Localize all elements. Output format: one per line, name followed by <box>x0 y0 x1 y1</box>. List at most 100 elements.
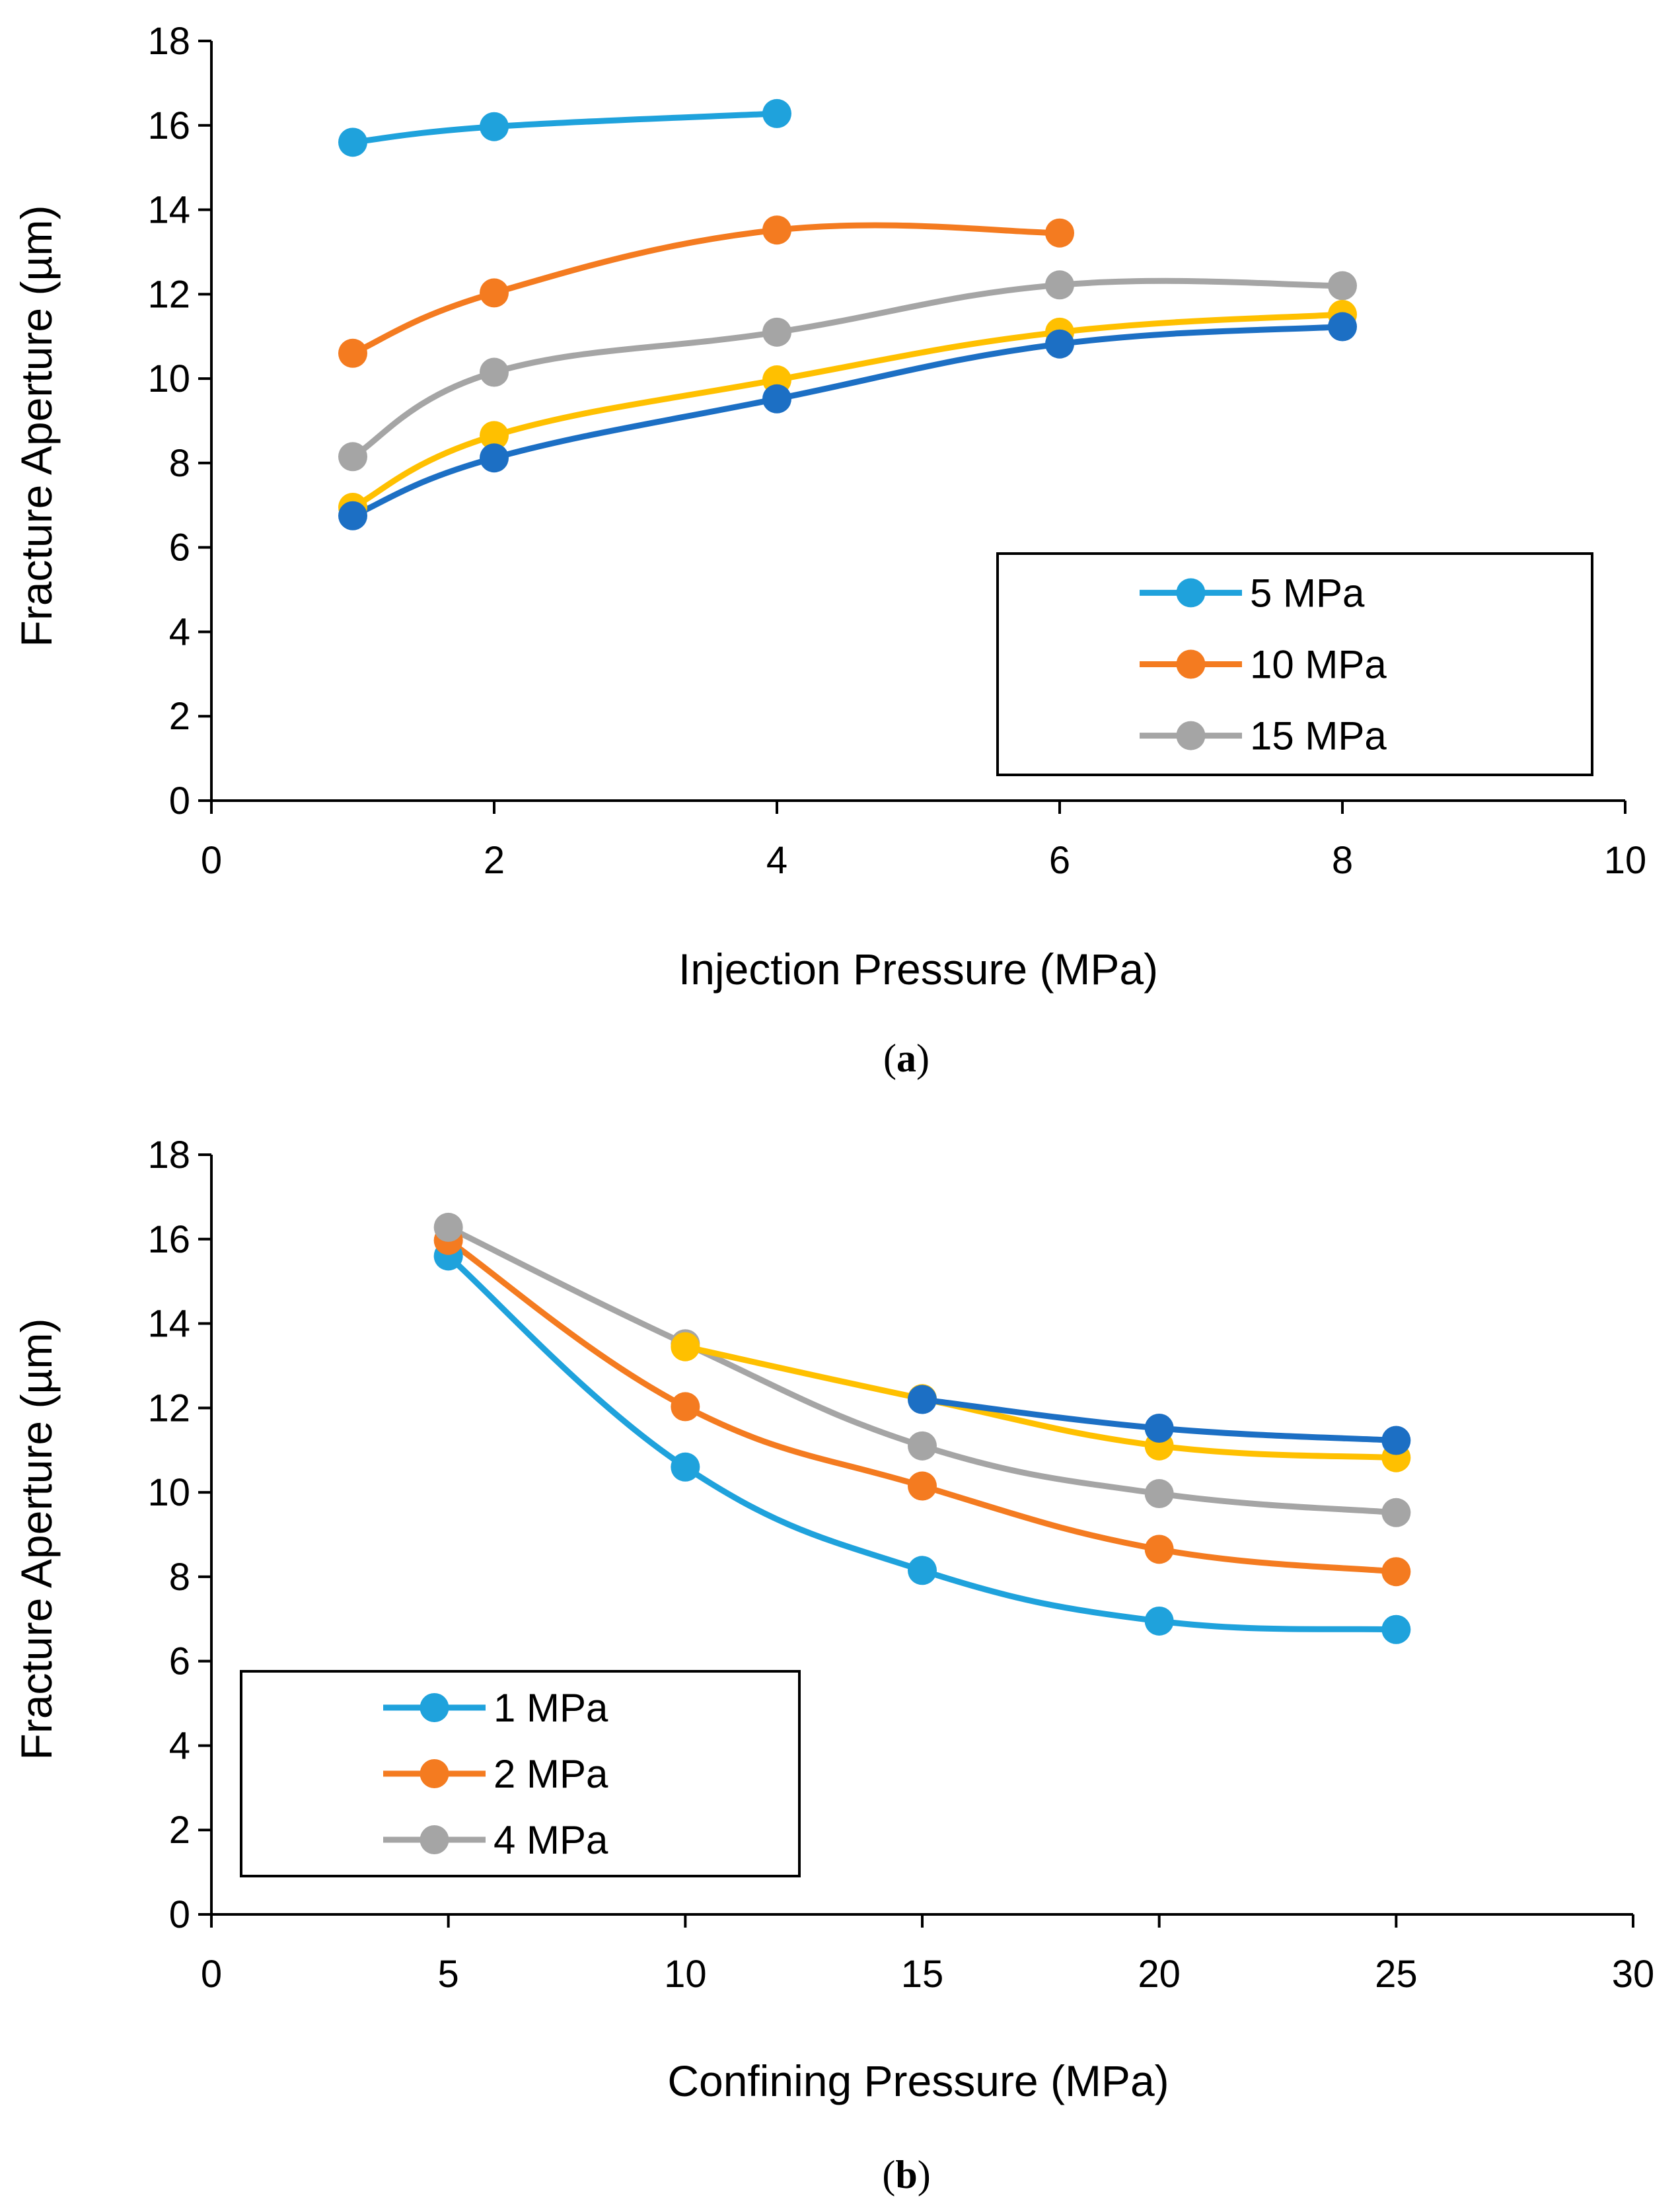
series-line-0 <box>349 110 780 145</box>
chart-panel-b: 0 2 4 6 8 10 12 14 16 18 0 5 10 15 20 25 30 Confining Pr… <box>12 1134 1654 2196</box>
legend-marker <box>1176 649 1206 679</box>
legend-label: 15 MPa <box>1250 714 1387 758</box>
y-tick-label: 0 <box>169 779 190 822</box>
data-point <box>762 215 791 245</box>
data-point <box>1381 1557 1411 1587</box>
legend-box <box>240 1670 801 1877</box>
x-tick-label: 0 <box>201 1953 222 1996</box>
data-point <box>671 1392 700 1422</box>
data-point <box>671 1332 700 1361</box>
data-point <box>338 442 367 472</box>
series-line-1 <box>349 222 1063 357</box>
data-point <box>671 1452 700 1482</box>
y-tick-label: 10 <box>147 1471 190 1514</box>
y-tick-label: 6 <box>169 526 190 569</box>
x-tick-label: 20 <box>1138 1953 1181 1996</box>
legend-label: 1 MPa <box>493 1686 608 1730</box>
panel-caption-letter-b: b <box>895 2153 917 2196</box>
plot-area-a <box>210 41 1625 802</box>
panel-caption-letter-a: a <box>896 1036 916 1080</box>
y-tick-label: 12 <box>147 1387 190 1430</box>
data-point <box>1381 1426 1411 1455</box>
data-point <box>908 1431 937 1461</box>
data-point <box>433 1212 463 1242</box>
legend-marker <box>420 1759 449 1788</box>
series-layer-a <box>338 98 1357 530</box>
data-point <box>762 384 791 414</box>
axis-ticks-a: 0 2 4 6 8 10 12 14 16 18 0 2 4 6 8 10 <box>147 20 1646 882</box>
data-point <box>338 338 367 368</box>
x-tick-label: 25 <box>1375 1953 1418 1996</box>
x-tick-label: 2 <box>484 839 505 882</box>
data-point <box>1328 312 1357 342</box>
y-tick-label: 6 <box>169 1640 190 1683</box>
data-point <box>480 421 509 451</box>
data-point <box>1328 271 1357 301</box>
x-tick-label: 0 <box>201 839 222 882</box>
x-tick-label: 5 <box>438 1953 459 1996</box>
legend-b: 1 MPa 2 MPa 4 MPa <box>240 1670 801 1877</box>
y-tick-label: 4 <box>169 610 190 653</box>
data-point <box>1144 1535 1174 1564</box>
data-point <box>338 501 367 530</box>
y-tick-label: 4 <box>169 1724 190 1767</box>
legend-a: 5 MPa 10 MPa 15 MPa <box>996 552 1593 776</box>
series-line-4 <box>349 324 1346 519</box>
y-tick-label: 12 <box>147 273 190 316</box>
x-tick-label: 15 <box>901 1953 944 1996</box>
x-tick-label: 30 <box>1612 1953 1655 1996</box>
data-point <box>1381 1498 1411 1527</box>
data-point <box>1144 1414 1174 1443</box>
data-point <box>480 278 509 308</box>
legend-label: 4 MPa <box>493 1818 608 1862</box>
y-tick-label: 0 <box>169 1893 190 1936</box>
legend-marker <box>420 1825 449 1854</box>
series-line-2 <box>349 277 1346 460</box>
y-tick-label: 8 <box>169 1556 190 1599</box>
x-tick-label: 6 <box>1049 839 1070 882</box>
x-tick-label: 10 <box>1604 839 1647 882</box>
y-tick-label: 2 <box>169 1809 190 1852</box>
x-axis-title-a: Injection Pressure (MPa) <box>678 945 1158 994</box>
x-tick-label: 10 <box>664 1953 707 1996</box>
data-point <box>1045 329 1074 359</box>
y-tick-label: 14 <box>147 1303 190 1346</box>
data-point <box>908 1471 937 1501</box>
data-point <box>480 443 509 473</box>
data-point <box>1045 218 1074 248</box>
y-tick-label: 18 <box>147 1134 190 1177</box>
data-point <box>1045 270 1074 300</box>
axis-ticks-b: 0 2 4 6 8 10 12 14 16 18 0 5 10 15 20 25 30 <box>147 1134 1654 1996</box>
panel-caption-a: (a) <box>883 1036 930 1080</box>
legend-label: 5 MPa <box>1250 571 1365 615</box>
series-line-3 <box>349 311 1346 511</box>
data-point <box>762 317 791 347</box>
y-tick-label: 2 <box>169 695 190 738</box>
legend-marker <box>1176 721 1206 750</box>
series-line-3 <box>682 1344 1399 1461</box>
data-point <box>908 1385 937 1414</box>
series-layer-b <box>433 1212 1411 1644</box>
x-axis-title-b: Confining Pressure (MPa) <box>667 2056 1169 2105</box>
data-point <box>1381 1614 1411 1644</box>
x-tick-label: 8 <box>1332 839 1353 882</box>
data-point <box>908 1556 937 1585</box>
y-axis-title-b: Fracture Aperture (µm) <box>12 1319 61 1760</box>
x-tick-label: 4 <box>766 839 787 882</box>
y-tick-label: 16 <box>147 104 190 147</box>
y-tick-label: 16 <box>147 1218 190 1261</box>
y-tick-label: 14 <box>147 189 190 232</box>
legend-label: 2 MPa <box>493 1752 608 1796</box>
legend-marker <box>1176 578 1206 608</box>
panel-caption-b: (b) <box>882 2153 930 2196</box>
data-point <box>480 357 509 387</box>
data-point <box>338 127 367 157</box>
y-tick-label: 18 <box>147 20 190 63</box>
chart-panel-a: 0 2 4 6 8 10 12 14 16 18 0 2 4 6 8 10 Injection Pressur… <box>12 20 1646 1080</box>
y-tick-label: 8 <box>169 442 190 485</box>
y-tick-label: 10 <box>147 357 190 400</box>
legend-box <box>996 552 1593 776</box>
data-point <box>762 98 791 128</box>
y-axis-title-a: Fracture Aperture (µm) <box>12 205 61 647</box>
